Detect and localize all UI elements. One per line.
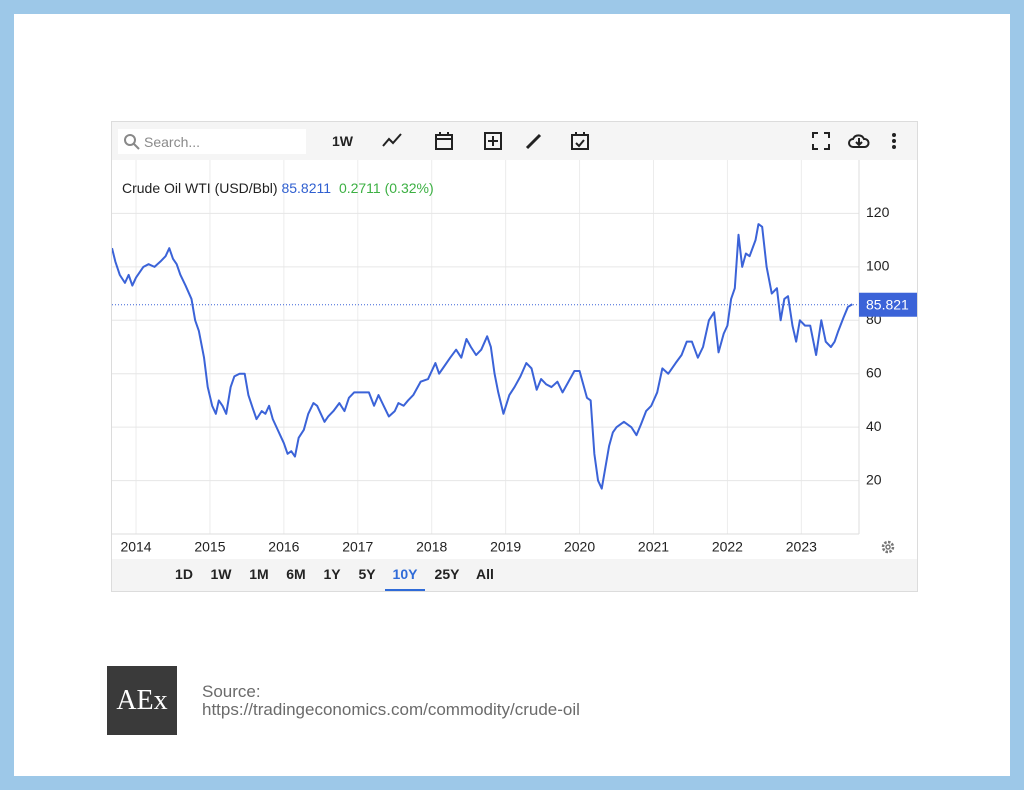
- x-tick-label: 2017: [342, 539, 373, 555]
- x-tick-label: 2019: [490, 539, 521, 555]
- y-tick-label: 40: [866, 418, 882, 434]
- range-button[interactable]: All: [476, 566, 494, 582]
- x-tick-label: 2016: [268, 539, 299, 555]
- last-value: 85.8211: [281, 180, 331, 196]
- range-button[interactable]: 10Y: [385, 559, 425, 591]
- source-url: https://tradingeconomics.com/commodity/c…: [202, 700, 580, 719]
- x-tick-label: 2021: [638, 539, 669, 555]
- settings-icon[interactable]: [881, 540, 895, 554]
- chart-title: Crude Oil WTI (USD/Bbl) 85.8211 0.2711 (…: [122, 180, 434, 196]
- logo: AEx: [107, 666, 177, 735]
- x-tick-label: 2014: [120, 539, 151, 555]
- x-tick-label: 2020: [564, 539, 595, 555]
- x-tick-label: 2022: [712, 539, 743, 555]
- compare-icon[interactable]: [483, 131, 503, 151]
- y-tick-label: 120: [866, 204, 890, 220]
- search-box[interactable]: Search...: [118, 129, 306, 154]
- draw-icon[interactable]: [524, 131, 544, 151]
- interval-button[interactable]: 1W: [332, 133, 353, 149]
- x-tick-label: 2023: [786, 539, 817, 555]
- chart: Crude Oil WTI (USD/Bbl) 85.8211 0.2711 (…: [112, 160, 917, 555]
- range-bar: 1D 1W 1M 6M 1Y 5Y 10Y 25Y All: [112, 559, 917, 591]
- change: 0.2711 (0.32%): [339, 180, 434, 196]
- menu-icon[interactable]: [890, 131, 898, 151]
- price-badge-label: 85.821: [866, 296, 909, 312]
- range-button[interactable]: 1W: [210, 566, 232, 582]
- x-tick-label: 2015: [194, 539, 225, 555]
- price-badge: [859, 292, 917, 317]
- range-button[interactable]: 5Y: [358, 566, 376, 582]
- source-label: Source:: [202, 682, 261, 701]
- search-icon: [124, 134, 140, 150]
- events-icon[interactable]: [570, 131, 590, 151]
- calendar-icon[interactable]: [434, 131, 454, 151]
- y-tick-label: 60: [866, 364, 882, 380]
- download-icon[interactable]: [848, 131, 870, 151]
- range-button[interactable]: 25Y: [434, 566, 460, 582]
- chart-widget: Search... 1W Crude Oil WTI (USD/Bbl) 85.…: [111, 121, 918, 592]
- range-button[interactable]: 1M: [249, 566, 269, 582]
- search-placeholder: Search...: [144, 134, 201, 150]
- range-button[interactable]: 1Y: [323, 566, 341, 582]
- x-tick-label: 2018: [416, 539, 447, 555]
- y-tick-label: 100: [866, 258, 890, 274]
- y-tick-label: 20: [866, 471, 882, 487]
- title: Crude Oil WTI (USD/Bbl): [122, 180, 278, 196]
- chart-type-icon[interactable]: [382, 131, 402, 151]
- range-button[interactable]: 1D: [175, 566, 193, 582]
- toolbar: Search... 1W: [112, 122, 917, 160]
- range-button[interactable]: 6M: [286, 566, 306, 582]
- line-series: [112, 223, 853, 490]
- fullscreen-icon[interactable]: [811, 131, 831, 151]
